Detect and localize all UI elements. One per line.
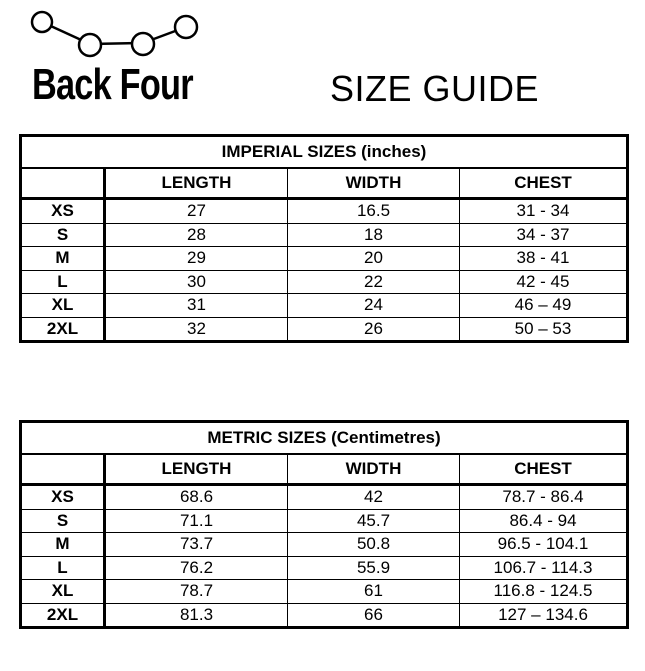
table-cell: 50.8 xyxy=(287,532,460,557)
table-cell: 50 – 53 xyxy=(459,316,628,342)
table-cell: 78.7 - 86.4 xyxy=(459,484,628,510)
table-row: 2XL 32 26 50 – 53 xyxy=(20,316,628,342)
column-header xyxy=(20,167,106,200)
size-label: 2XL xyxy=(20,316,106,342)
table-row: XL 78.7 61 116.8 - 124.5 xyxy=(20,579,628,604)
metric-size-table: METRIC SIZES (Centimetres) LENGTH WIDTH CHE… xyxy=(19,420,629,629)
table-cell: 61 xyxy=(287,579,460,604)
size-label: S xyxy=(20,508,106,533)
column-header: CHEST xyxy=(459,453,628,486)
table-row: L 76.2 55.9 106.7 - 114.3 xyxy=(20,555,628,580)
table-cell: 27 xyxy=(104,198,288,224)
table-row: XS 68.6 42 78.7 - 86.4 xyxy=(20,484,628,510)
table-cell: 106.7 - 114.3 xyxy=(459,555,628,580)
table-cell: 76.2 xyxy=(104,555,288,580)
table-cell: 31 xyxy=(104,293,288,318)
table-row: M 29 20 38 - 41 xyxy=(20,246,628,271)
table-cell: 20 xyxy=(287,246,460,271)
table-cell: 116.8 - 124.5 xyxy=(459,579,628,604)
column-header: LENGTH xyxy=(104,167,288,200)
table-title: IMPERIAL SIZES (inches) xyxy=(20,135,628,169)
table-cell: 81.3 xyxy=(104,602,288,628)
table-row: XS 27 16.5 31 - 34 xyxy=(20,198,628,224)
imperial-size-table: IMPERIAL SIZES (inches) LENGTH WIDTH CHEST X… xyxy=(19,134,629,343)
table-cell: 78.7 xyxy=(104,579,288,604)
size-label: XS xyxy=(20,484,106,510)
table-cell: 86.4 - 94 xyxy=(459,508,628,533)
table-cell: 26 xyxy=(287,316,460,342)
table-cell: 32 xyxy=(104,316,288,342)
table-cell: 31 - 34 xyxy=(459,198,628,224)
table-cell: 55.9 xyxy=(287,555,460,580)
table-cell: 28 xyxy=(104,222,288,247)
table-row: S 28 18 34 - 37 xyxy=(20,222,628,247)
logo-icon xyxy=(30,10,199,58)
table-cell: 45.7 xyxy=(287,508,460,533)
size-label: L xyxy=(20,555,106,580)
size-label: XL xyxy=(20,293,106,318)
table-row: 2XL 81.3 66 127 – 134.6 xyxy=(20,602,628,628)
table-title: METRIC SIZES (Centimetres) xyxy=(20,421,628,455)
table-row: L 30 22 42 - 45 xyxy=(20,269,628,294)
table-cell: 29 xyxy=(104,246,288,271)
table-cell: 24 xyxy=(287,293,460,318)
table-cell: 127 – 134.6 xyxy=(459,602,628,628)
column-header: WIDTH xyxy=(287,453,460,486)
size-label: M xyxy=(20,532,106,557)
table-row: M 73.7 50.8 96.5 - 104.1 xyxy=(20,532,628,557)
table-row: S 71.1 45.7 86.4 - 94 xyxy=(20,508,628,533)
table-cell: 38 - 41 xyxy=(459,246,628,271)
column-header xyxy=(20,453,106,486)
size-label: XL xyxy=(20,579,106,604)
table-cell: 42 xyxy=(287,484,460,510)
table-cell: 46 – 49 xyxy=(459,293,628,318)
column-header: WIDTH xyxy=(287,167,460,200)
table-cell: 18 xyxy=(287,222,460,247)
table-cell: 68.6 xyxy=(104,484,288,510)
column-header: LENGTH xyxy=(104,453,288,486)
table-cell: 73.7 xyxy=(104,532,288,557)
table-cell: 22 xyxy=(287,269,460,294)
table-cell: 66 xyxy=(287,602,460,628)
brand-name: Back Four xyxy=(32,60,194,109)
page-title: SIZE GUIDE xyxy=(330,68,540,109)
table-row: XL 31 24 46 – 49 xyxy=(20,293,628,318)
size-label: XS xyxy=(20,198,106,224)
table-cell: 71.1 xyxy=(104,508,288,533)
table-cell: 16.5 xyxy=(287,198,460,224)
size-label: L xyxy=(20,269,106,294)
column-header: CHEST xyxy=(459,167,628,200)
table-cell: 96.5 - 104.1 xyxy=(459,532,628,557)
table-cell: 42 - 45 xyxy=(459,269,628,294)
size-label: S xyxy=(20,222,106,247)
size-label: 2XL xyxy=(20,602,106,628)
table-cell: 30 xyxy=(104,269,288,294)
table-cell: 34 - 37 xyxy=(459,222,628,247)
size-label: M xyxy=(20,246,106,271)
